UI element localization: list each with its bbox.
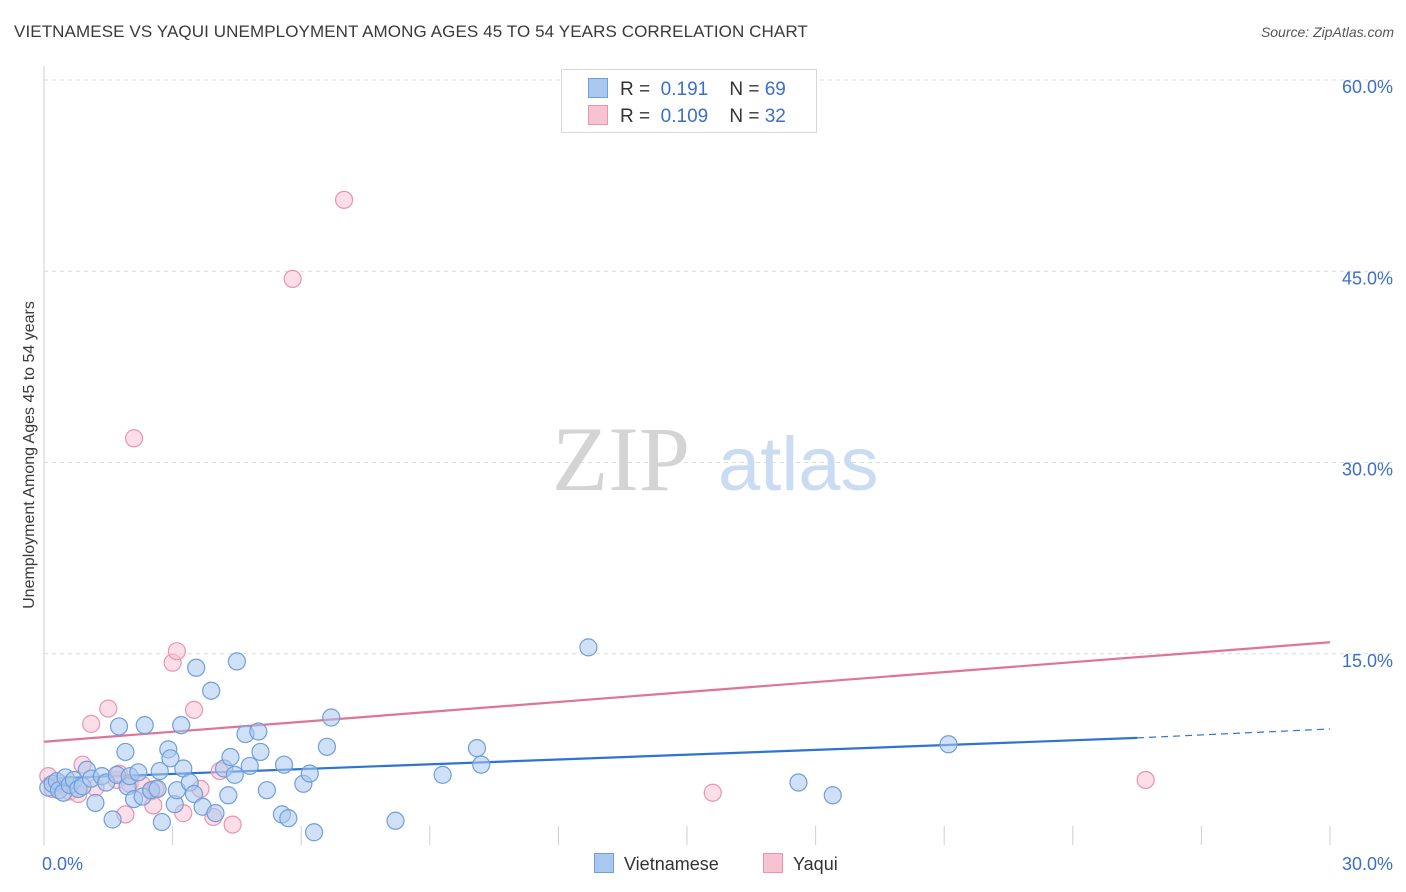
vietnamese-point <box>109 717 129 736</box>
vietnamese-point <box>148 779 167 799</box>
gridlines <box>43 66 1392 845</box>
vietnamese-point <box>150 761 169 781</box>
vietnamese-point <box>172 716 191 735</box>
vietnamese-point <box>322 708 341 727</box>
yaqui-legend-label: Yaqui <box>793 854 838 874</box>
vietnamese-point <box>219 786 238 805</box>
yaqui-point <box>1136 770 1155 790</box>
bottom-legend-vietnamese: Vietnamese <box>594 853 719 875</box>
x-tick-label: 0.0% <box>42 854 83 874</box>
vietnamese-point <box>579 638 598 657</box>
vietnamese-point <box>129 763 148 782</box>
yaqui-swatch <box>588 105 608 125</box>
vietnamese-point <box>317 737 337 756</box>
vietnamese-point <box>789 773 808 792</box>
y-tick-label: 60.0% <box>1342 77 1393 97</box>
y-tick-label: 45.0% <box>1342 268 1393 288</box>
vietnamese-point <box>240 756 259 776</box>
yaqui-point <box>99 699 118 718</box>
yaqui-point <box>223 815 242 834</box>
vietnamese-point <box>103 810 122 829</box>
vietnamese-point <box>184 784 204 804</box>
chart-title: VIETNAMESE VS YAQUI UNEMPLOYMENT AMONG A… <box>14 22 808 41</box>
vietnamese-point <box>225 765 244 784</box>
vietnamese-point <box>221 747 240 767</box>
watermark-atlas: atlas <box>718 422 879 507</box>
yaqui-point <box>703 783 722 802</box>
vietnamese-trend-extension <box>1137 728 1331 739</box>
bottom-legend-yaqui: Yaqui <box>763 853 838 875</box>
vietnamese-point <box>472 755 491 774</box>
legend-r-value: 0.191 <box>660 79 709 100</box>
watermark-zip: ZIP <box>552 408 690 510</box>
vietnamese-point <box>386 811 405 830</box>
vietnamese-point <box>279 809 298 828</box>
vietnamese-point <box>251 742 270 762</box>
legend-n-label: N = <box>729 79 760 100</box>
yaqui-point <box>124 429 144 448</box>
yaqui-point <box>283 269 302 288</box>
y-tick-label: 15.0% <box>1342 651 1393 671</box>
tick-labels: 15.0% 30.0% 45.0% 60.0% 0.0% 30.0% <box>42 77 1393 874</box>
vietnamese-point <box>227 652 246 671</box>
yaqui-point <box>334 190 354 209</box>
y-tick-label: 30.0% <box>1342 460 1393 480</box>
vietnamese-point <box>86 793 105 813</box>
legend-row-yaqui: R = 0.109 N = 32 <box>588 105 786 127</box>
legend-r-value: 0.109 <box>660 106 709 127</box>
legend-r-label: R = <box>620 79 651 100</box>
vietnamese-point <box>116 742 135 762</box>
vietnamese-point <box>304 823 324 842</box>
vietnamese-point <box>206 804 225 823</box>
vietnamese-swatch <box>588 78 608 98</box>
legend-n-value: 69 <box>764 79 786 100</box>
vietnamese-legend-label: Vietnamese <box>624 854 719 874</box>
source-label: Source: ZipAtlas.com <box>1260 24 1394 40</box>
legend-row-vietnamese: R = 0.191 N = 69 <box>588 78 786 100</box>
legend-r-label: R = <box>620 106 651 127</box>
vietnamese-point <box>249 722 268 741</box>
vietnamese-trend-line <box>43 736 1138 780</box>
vietnamese-point <box>187 658 206 677</box>
vietnamese-point <box>202 681 221 700</box>
yaqui-legend-swatch <box>763 853 783 873</box>
x-tick-label: 30.0% <box>1342 854 1393 874</box>
yaqui-point <box>82 714 101 733</box>
legend-n-value: 32 <box>764 106 786 127</box>
vietnamese-point <box>135 716 154 735</box>
legend-n-label: N = <box>729 106 760 127</box>
yaqui-point <box>167 642 186 661</box>
vietnamese-point <box>152 812 171 832</box>
data-points <box>39 190 1155 842</box>
vietnamese-point <box>939 735 958 754</box>
vietnamese-legend-swatch <box>594 853 614 873</box>
vietnamese-point <box>823 786 842 805</box>
vietnamese-point <box>467 738 487 758</box>
vietnamese-point <box>274 755 294 774</box>
vietnamese-point <box>433 765 452 784</box>
correlation-legend: R = 0.191 N = 69 R = 0.109 N = 32 <box>561 69 817 133</box>
vietnamese-point <box>300 764 319 783</box>
yaqui-point <box>184 700 204 719</box>
vietnamese-point <box>257 781 277 800</box>
vietnamese-point <box>161 749 180 768</box>
